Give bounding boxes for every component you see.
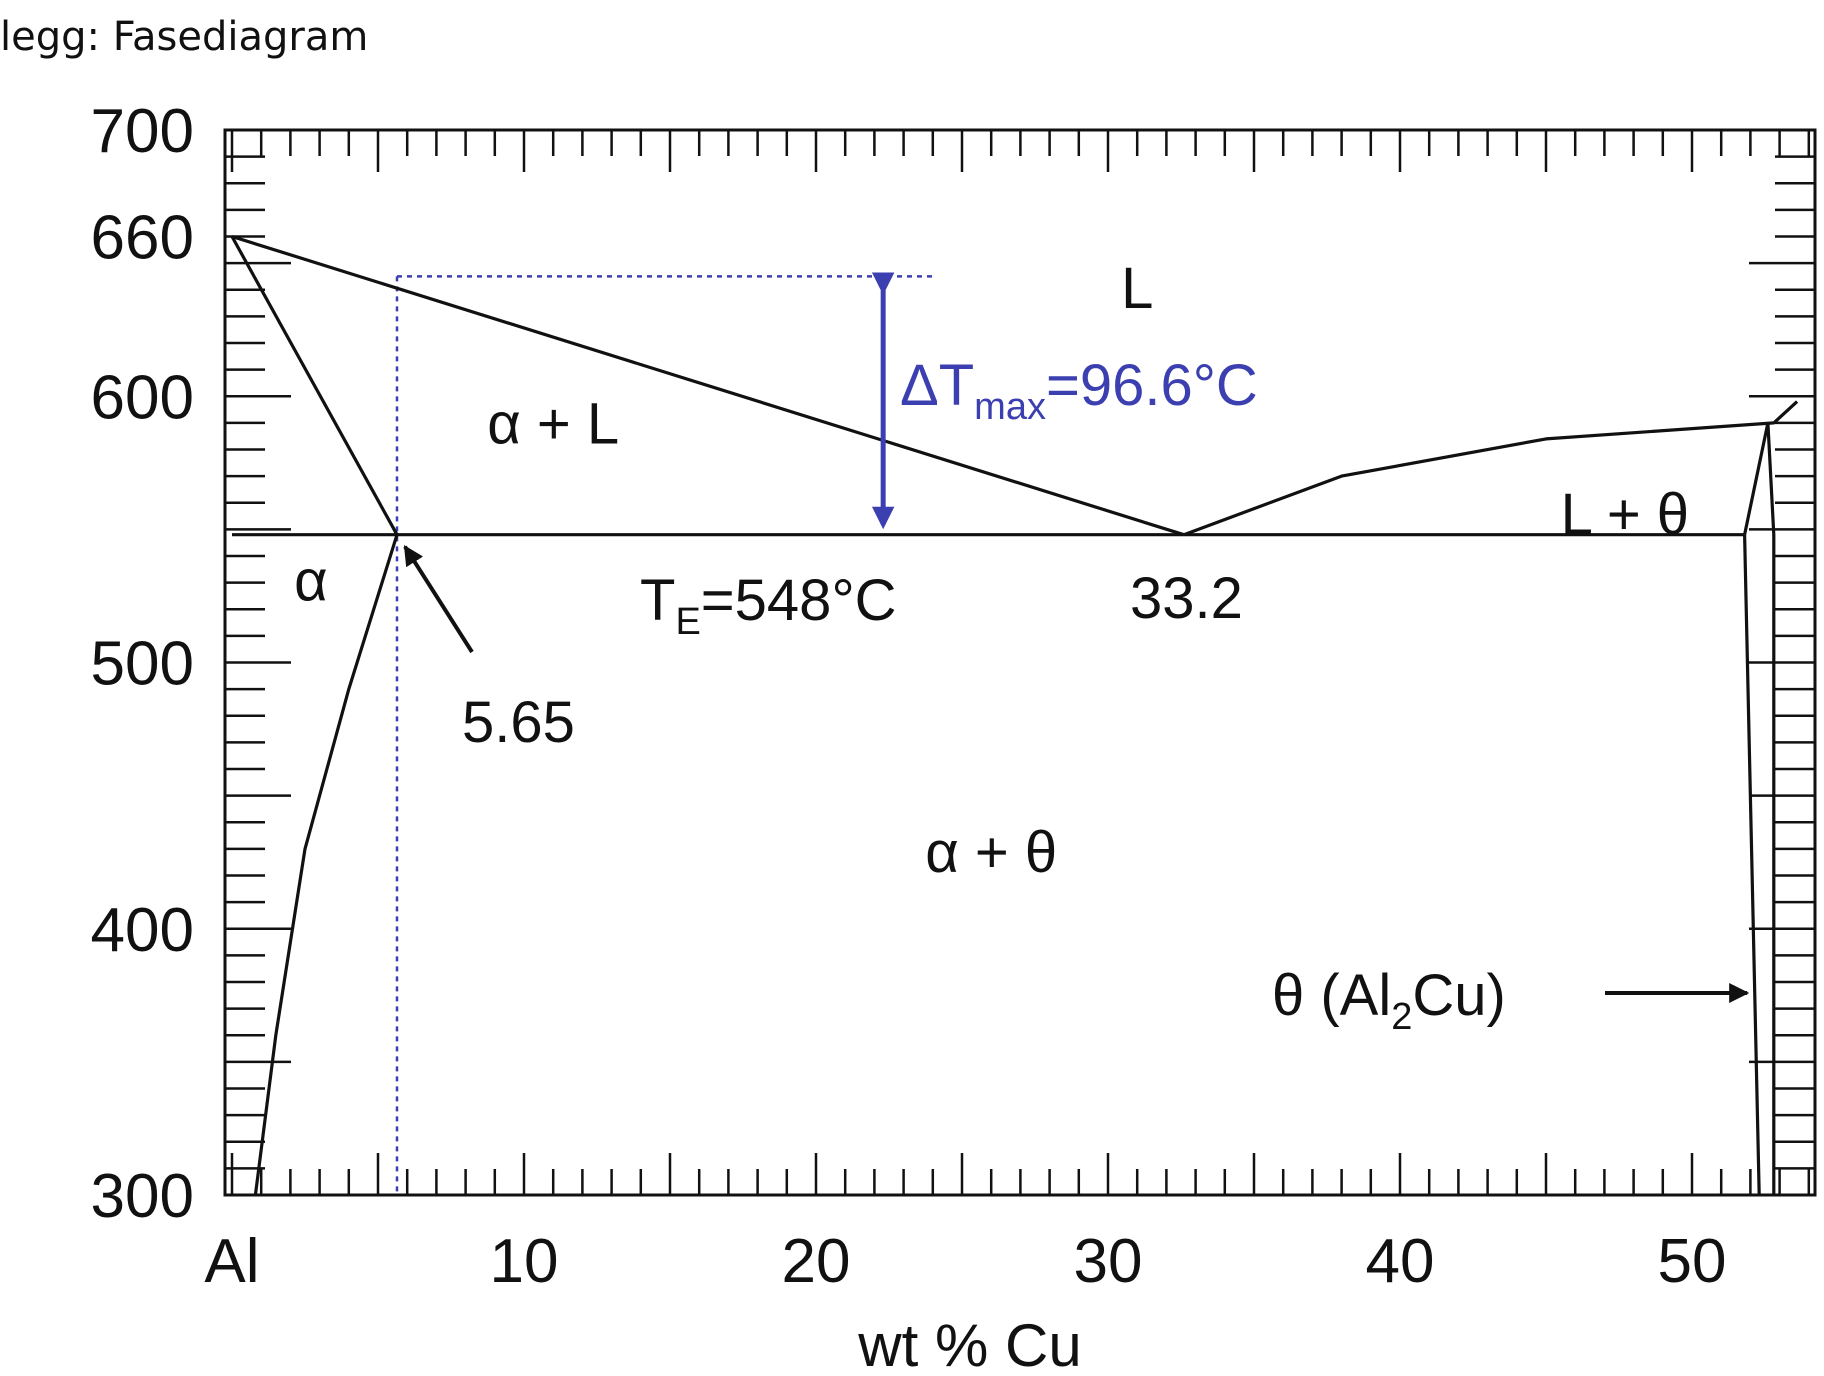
phase-label: α + L (487, 392, 619, 457)
y-tick-label: 400 (91, 896, 194, 965)
x-tick-label: 20 (782, 1227, 851, 1296)
phase-label: L (1121, 256, 1153, 321)
phase-label: L + θ (1561, 482, 1689, 547)
phase-labels: Lα + L L + θ α α + θ (294, 256, 1689, 885)
page-caption: legg: Fasediagram (0, 14, 369, 60)
minor-ticks (225, 128, 1815, 1197)
liquidus-theta (1183, 400, 1799, 537)
y-tick-label: 660 (91, 204, 194, 273)
theta-right-solvus (1766, 422, 1776, 1195)
x-axis-ticks: Al 10 20 30 40 50 (204, 1227, 1726, 1296)
y-tick-label: 600 (91, 363, 194, 432)
solubility-pointer-arrow (403, 545, 474, 654)
theta-left-solvus (1743, 534, 1761, 1196)
x-tick-label: 30 (1074, 1227, 1143, 1296)
x-axis-label: wt % Cu (857, 1312, 1081, 1376)
eutectic-temperature-annotation: TE=548°C (640, 568, 897, 643)
y-axis-ticks: 300 400 500 600 660 700 (91, 97, 194, 1231)
eutectic-composition-annotation: 33.2 (1130, 566, 1243, 631)
theta-left-boundary (1743, 422, 1770, 536)
phase-label: α + θ (925, 820, 1057, 885)
y-tick-label: 300 (91, 1162, 194, 1231)
x-tick-label: 10 (490, 1227, 559, 1296)
y-tick-label: 500 (91, 630, 194, 699)
liquidus-alpha (231, 234, 1185, 537)
phase-boundaries (230, 234, 1799, 1196)
solidus-alpha (230, 235, 399, 536)
plot-frame (223, 128, 1817, 1197)
y-tick-label: 700 (91, 97, 194, 166)
phase-label: α (294, 549, 328, 614)
theta-phase-annotation: θ (Al2Cu) (1272, 963, 1506, 1038)
x-tick-label: 50 (1658, 1227, 1727, 1296)
max-solubility-annotation: 5.65 (462, 690, 575, 755)
delta-t-annotation: ΔTmax=96.6°C (900, 353, 1258, 428)
x-tick-label: Al (204, 1227, 259, 1296)
arrows (403, 272, 1750, 1003)
solvus-alpha (253, 534, 399, 1196)
x-tick-label: 40 (1366, 1227, 1435, 1296)
